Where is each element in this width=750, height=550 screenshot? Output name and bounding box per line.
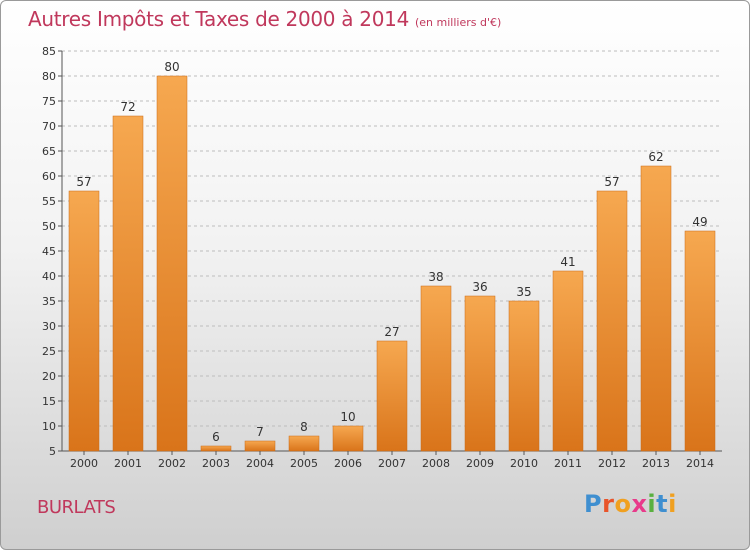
bar [464, 295, 496, 452]
chart-subtitle: (en milliers d'€) [415, 16, 502, 29]
data-label: 57 [604, 175, 619, 189]
bar [684, 230, 716, 452]
x-tick-label: 2006 [334, 457, 362, 470]
y-tick-label: 50 [42, 220, 56, 233]
title-row: Autres Impôts et Taxes de 2000 à 2014 (en… [28, 7, 501, 31]
x-tick-label: 2002 [158, 457, 186, 470]
data-label: 27 [384, 325, 399, 339]
data-label: 35 [516, 285, 531, 299]
bar [596, 190, 628, 452]
data-label: 80 [164, 60, 179, 74]
y-tick-label: 15 [42, 395, 56, 408]
data-label: 8 [300, 420, 308, 434]
x-tick-label: 2005 [290, 457, 318, 470]
bar [332, 425, 364, 452]
bar [376, 340, 408, 452]
x-tick-label: 2007 [378, 457, 406, 470]
bar [200, 445, 232, 452]
logo-letter: x [631, 490, 648, 518]
logo-letter: P [584, 490, 603, 518]
data-label: 62 [648, 150, 663, 164]
commune-name: BURLATS [37, 497, 116, 518]
bar [640, 165, 672, 452]
y-tick-label: 35 [42, 295, 56, 308]
proxiti-logo[interactable]: Proxiti [584, 490, 677, 518]
data-label: 7 [256, 425, 264, 439]
data-label: 41 [560, 255, 575, 269]
y-tick-label: 30 [42, 320, 56, 333]
x-tick-label: 2014 [686, 457, 714, 470]
bar [552, 270, 584, 452]
y-tick-label: 10 [42, 420, 56, 433]
y-tick-label: 60 [42, 170, 56, 183]
chart-title: Autres Impôts et Taxes de 2000 à 2014 [28, 7, 409, 31]
bar [420, 285, 452, 452]
y-tick-label: 65 [42, 145, 56, 158]
bar [508, 300, 540, 452]
logo-letter: t [656, 490, 669, 518]
logo-letter: i [647, 490, 657, 518]
bar [156, 75, 188, 452]
data-label: 10 [340, 410, 355, 424]
x-tick-label: 2012 [598, 457, 626, 470]
y-tick-label: 5 [49, 445, 56, 458]
x-tick-label: 2009 [466, 457, 494, 470]
y-tick-label: 45 [42, 245, 56, 258]
x-tick-label: 2004 [246, 457, 274, 470]
bar [112, 115, 144, 452]
y-tick-label: 70 [42, 120, 56, 133]
data-label: 38 [428, 270, 443, 284]
data-label: 57 [76, 175, 91, 189]
x-tick-label: 2008 [422, 457, 450, 470]
logo-letter: r [602, 490, 615, 518]
y-tick-label: 75 [42, 95, 56, 108]
y-tick-label: 55 [42, 195, 56, 208]
x-tick-label: 2003 [202, 457, 230, 470]
logo-letter: o [614, 490, 632, 518]
bar [244, 440, 276, 452]
x-tick-label: 2011 [554, 457, 582, 470]
y-tick-label: 25 [42, 345, 56, 358]
data-label: 49 [692, 215, 707, 229]
y-tick-label: 40 [42, 270, 56, 283]
y-tick-label: 85 [42, 45, 56, 58]
x-tick-label: 2013 [642, 457, 670, 470]
bar [68, 190, 100, 452]
bar [288, 435, 320, 452]
x-tick-label: 2010 [510, 457, 538, 470]
y-tick-label: 80 [42, 70, 56, 83]
data-label: 6 [212, 430, 220, 444]
x-tick-label: 2000 [70, 457, 98, 470]
data-label: 36 [472, 280, 487, 294]
data-label: 72 [120, 100, 135, 114]
x-tick-label: 2001 [114, 457, 142, 470]
y-tick-label: 20 [42, 370, 56, 383]
logo-letter: i [668, 490, 677, 518]
